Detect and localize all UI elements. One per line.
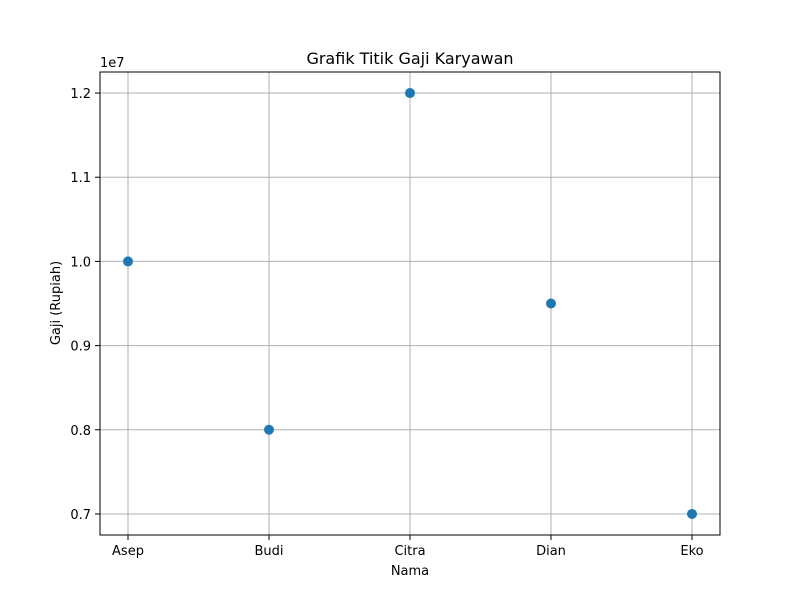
y-tick-label: 1.1 <box>70 171 91 186</box>
x-axis-label: Nama <box>391 564 429 579</box>
x-tick-label: Asep <box>112 544 144 559</box>
data-point <box>123 256 133 267</box>
y-tick-label: 0.8 <box>70 424 91 439</box>
y-tick-label: 1.0 <box>70 255 91 270</box>
y-tick-label: 0.7 <box>70 508 91 523</box>
data-point <box>687 508 697 519</box>
x-tick-label: Budi <box>254 544 283 559</box>
x-tick-label: Dian <box>536 544 566 559</box>
y-tick-label: 1.2 <box>70 87 91 102</box>
grid <box>100 72 720 535</box>
axis-ticks: Asep Budi Citra Dian Eko 0.7 0.8 0.9 1.0 1.1 1.2 <box>70 87 703 559</box>
y-tick-label: 0.9 <box>70 340 91 355</box>
data-point <box>546 298 556 309</box>
data-point <box>405 88 415 99</box>
x-tick-label: Citra <box>394 544 425 559</box>
y-axis-label: Gaji (Rupiah) <box>49 261 64 345</box>
x-tick-label: Eko <box>680 544 703 559</box>
chart-title: Grafik Titik Gaji Karyawan <box>306 49 513 68</box>
data-points <box>123 88 697 519</box>
y-axis-offset-label: 1e7 <box>100 56 125 71</box>
data-point <box>264 424 274 435</box>
